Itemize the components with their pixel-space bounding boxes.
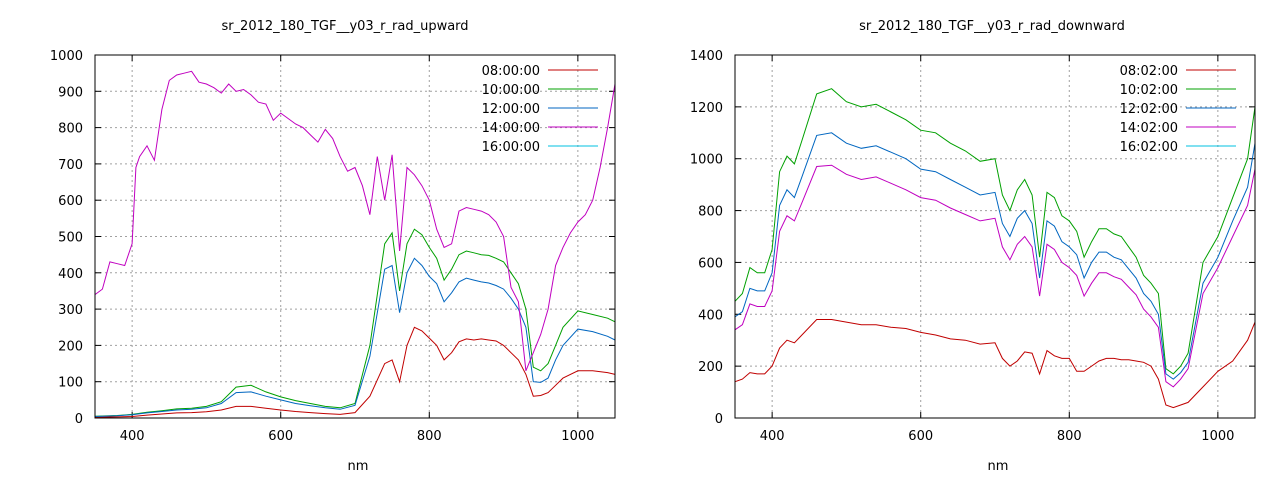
- legend-label: 10:02:00: [1120, 83, 1178, 98]
- y-tick-label: 400: [58, 267, 83, 282]
- x-axis-label: nm: [348, 459, 369, 474]
- series-line-08:00:00: [94, 326, 616, 418]
- legend-label: 14:00:00: [482, 121, 540, 136]
- series-line-14:00:00: [94, 70, 616, 371]
- y-tick-label: 500: [58, 231, 83, 246]
- x-tick-label: 800: [417, 429, 442, 444]
- y-tick-label: 300: [58, 303, 83, 318]
- x-tick-label: 600: [268, 429, 293, 444]
- x-axis-label: nm: [988, 459, 1009, 474]
- series-line-08:02:00: [734, 319, 1256, 409]
- y-tick-label: 200: [698, 360, 723, 375]
- y-tick-label: 100: [58, 376, 83, 391]
- x-tick-label: 600: [908, 429, 933, 444]
- y-tick-label: 1200: [690, 101, 723, 116]
- x-tick-label: 800: [1057, 429, 1082, 444]
- y-tick-label: 400: [698, 308, 723, 323]
- chart-title: sr_2012_180_TGF__y03_r_rad_downward: [859, 19, 1125, 34]
- plot-frame: [734, 54, 1256, 419]
- chart-0: sr_2012_180_TGF__y03_r_rad_upward 400 600 8…: [50, 19, 616, 474]
- y-tick-label: 800: [698, 205, 723, 220]
- legend-label: 16:00:00: [482, 140, 540, 155]
- legend-label: 10:00:00: [482, 83, 540, 98]
- x-tick-label: 400: [760, 429, 785, 444]
- y-tick-label: 800: [58, 122, 83, 137]
- y-tick-label: 700: [58, 158, 83, 173]
- legend-label: 16:02:00: [1120, 140, 1178, 155]
- x-tick-label: 1000: [561, 429, 594, 444]
- y-tick-label: 1000: [690, 153, 723, 168]
- legend-label: 14:02:00: [1120, 121, 1178, 136]
- series-line-14:02:00: [734, 164, 1256, 388]
- series-line-10:00:00: [94, 228, 616, 417]
- plot-frame: [94, 54, 616, 419]
- y-tick-label: 0: [75, 412, 83, 427]
- x-tick-label: 400: [120, 429, 145, 444]
- y-tick-label: 0: [715, 412, 723, 427]
- y-tick-label: 1400: [690, 49, 723, 64]
- legend-label: 08:02:00: [1120, 64, 1178, 79]
- y-tick-label: 900: [58, 85, 83, 100]
- y-tick-label: 200: [58, 339, 83, 354]
- y-tick-label: 600: [698, 256, 723, 271]
- series-line-10:02:00: [734, 88, 1256, 375]
- chart-title: sr_2012_180_TGF__y03_r_rad_upward: [221, 19, 468, 34]
- series-line-12:02:00: [734, 132, 1256, 380]
- legend-label: 08:00:00: [482, 64, 540, 79]
- chart-1: sr_2012_180_TGF__y03_r_rad_downward 400 60…: [690, 19, 1256, 474]
- series-line-12:00:00: [94, 257, 616, 417]
- x-tick-label: 1000: [1201, 429, 1234, 444]
- y-tick-label: 600: [58, 194, 83, 209]
- y-tick-label: 1000: [50, 49, 83, 64]
- legend-label: 12:00:00: [482, 102, 540, 117]
- legend-label: 12:02:00: [1120, 102, 1178, 117]
